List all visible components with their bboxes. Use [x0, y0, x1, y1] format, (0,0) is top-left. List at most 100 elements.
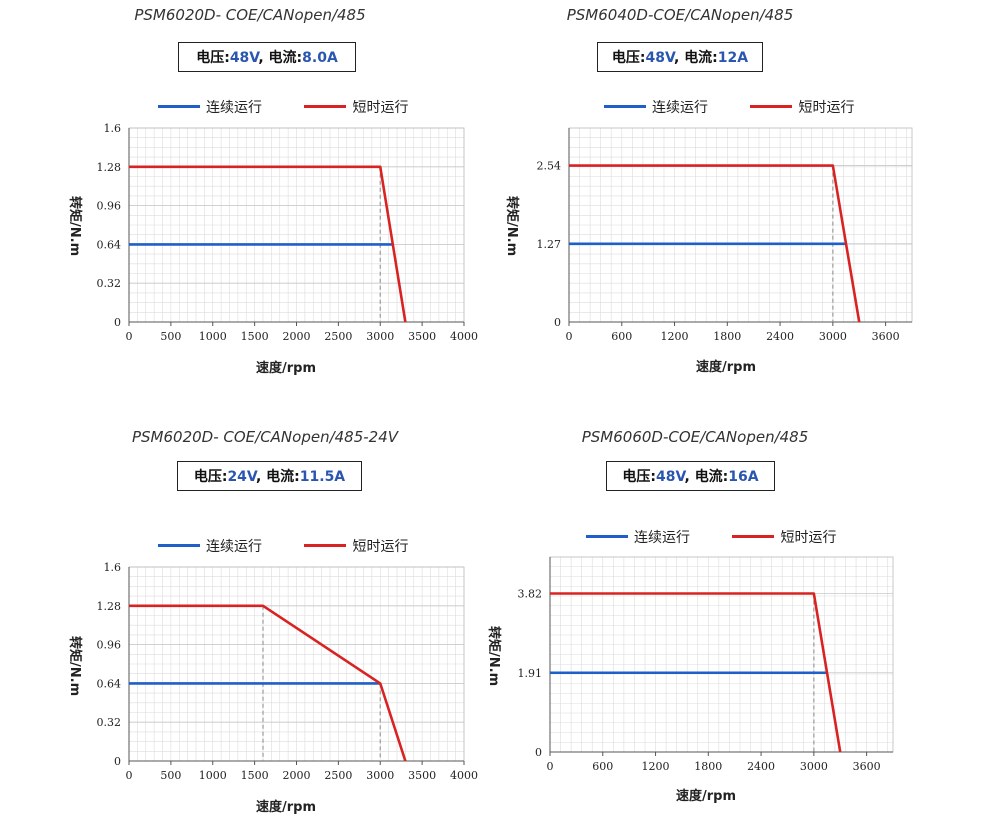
x-tick-label: 3500 — [408, 330, 436, 343]
current-value: 12A — [717, 50, 749, 66]
y-tick-label: 0.64 — [97, 238, 122, 251]
legend-label-short: 短时运行 — [780, 529, 837, 546]
legend-swatch-short — [750, 105, 793, 108]
x-tick-label: 2000 — [283, 769, 311, 782]
legend-item-continuous: 连续运行 — [158, 536, 262, 556]
spec-separator: , — [255, 469, 262, 485]
spec-box: 电压:24V, 电流:11.5A — [177, 461, 362, 491]
legend-label-continuous: 连续运行 — [652, 99, 708, 116]
x-axis-label: 速度/rpm — [256, 361, 317, 376]
legend-swatch-continuous — [604, 105, 646, 108]
chart-title: PSM6040D-COE/CANopen/485 — [566, 6, 794, 24]
x-tick-label: 4000 — [450, 769, 478, 782]
spec-separator: , — [673, 50, 680, 66]
current-label: 电流: — [684, 50, 718, 66]
x-tick-label: 1800 — [694, 760, 722, 773]
x-tick-label: 3600 — [872, 330, 900, 343]
x-axis-label: 速度/rpm — [256, 800, 317, 815]
y-tick-label: 0.96 — [97, 200, 122, 213]
legend-item-short: 短时运行 — [750, 97, 854, 117]
legend-label-short: 短时运行 — [352, 99, 409, 116]
legend-item-short: 短时运行 — [304, 536, 408, 556]
current-label: 电流: — [694, 469, 729, 485]
voltage-value: 24V — [227, 469, 256, 485]
legend-swatch-continuous — [158, 105, 200, 108]
x-tick-label: 1500 — [241, 769, 269, 782]
x-tick-label: 2000 — [283, 330, 311, 343]
x-tick-label: 2400 — [747, 760, 775, 773]
legend-label-short: 短时运行 — [798, 99, 855, 116]
y-tick-label: 3.82 — [518, 588, 543, 601]
current-label: 电流: — [268, 50, 303, 66]
y-tick-label: 1.6 — [104, 122, 122, 135]
legend-label-continuous: 连续运行 — [206, 99, 262, 116]
y-tick-label: 0.64 — [97, 677, 122, 690]
y-tick-label: 0 — [554, 316, 561, 329]
x-tick-label: 500 — [160, 330, 181, 343]
x-tick-label: 4000 — [450, 330, 478, 343]
y-tick-label: 1.6 — [104, 561, 122, 574]
x-tick-label: 2400 — [766, 330, 794, 343]
legend-label-continuous: 连续运行 — [206, 538, 262, 555]
x-tick-label: 1800 — [713, 330, 741, 343]
legend-item-short: 短时运行 — [304, 97, 408, 117]
legend-swatch-short — [304, 105, 347, 108]
x-tick-label: 3000 — [366, 769, 394, 782]
series-short-line — [550, 592, 842, 753]
voltage-label: 电压: — [622, 469, 656, 485]
legend: 连续运行 短时运行 — [586, 526, 874, 547]
chart-title: PSM6020D- COE/CANopen/485-24V — [131, 428, 399, 446]
y-tick-label: 0.32 — [97, 716, 122, 729]
x-tick-label: 3000 — [366, 330, 394, 343]
y-tick-label: 2.54 — [537, 160, 562, 173]
x-tick-label: 600 — [611, 330, 632, 343]
spec-box: 电压:48V, 电流:12A — [597, 42, 763, 72]
chart-title: PSM6060D-COE/CANopen/485 — [581, 428, 809, 446]
legend-swatch-short — [732, 535, 775, 538]
x-tick-label: 3600 — [853, 760, 881, 773]
spec-box: 电压:48V, 电流:16A — [606, 461, 775, 491]
legend-label-continuous: 连续运行 — [634, 529, 690, 546]
x-tick-label: 1500 — [241, 330, 269, 343]
x-tick-label: 1200 — [642, 760, 670, 773]
legend-swatch-continuous — [158, 544, 200, 547]
legend: 连续运行 短时运行 — [158, 535, 446, 556]
voltage-value: 48V — [229, 50, 259, 66]
voltage-label: 电压: — [196, 50, 230, 66]
current-label: 电流: — [266, 469, 300, 485]
x-tick-label: 0 — [547, 760, 554, 773]
x-tick-label: 600 — [592, 760, 613, 773]
x-tick-label: 1200 — [661, 330, 689, 343]
legend-swatch-continuous — [586, 535, 628, 538]
series-short-line — [569, 164, 861, 323]
legend-item-continuous: 连续运行 — [604, 97, 708, 117]
legend: 连续运行 短时运行 — [158, 96, 446, 117]
voltage-value: 48V — [655, 469, 685, 485]
legend-item-short: 短时运行 — [732, 527, 836, 547]
legend: 连续运行 短时运行 — [604, 96, 892, 117]
legend-item-continuous: 连续运行 — [586, 527, 690, 547]
x-tick-label: 2500 — [324, 330, 352, 343]
x-tick-label: 3000 — [800, 760, 828, 773]
x-tick-label: 3000 — [819, 330, 847, 343]
voltage-label: 电压: — [193, 469, 228, 485]
x-tick-label: 500 — [160, 769, 181, 782]
y-tick-label: 0.96 — [97, 639, 122, 652]
y-tick-label: 1.28 — [97, 161, 122, 174]
spec-separator: , — [684, 469, 690, 485]
y-tick-label: 1.91 — [518, 667, 543, 680]
x-axis-label: 速度/rpm — [696, 360, 757, 375]
series-short-line — [129, 604, 407, 762]
x-tick-label: 3500 — [408, 769, 436, 782]
legend-swatch-short — [304, 544, 347, 547]
y-tick-label: 1.28 — [97, 600, 122, 613]
voltage-value: 48V — [645, 50, 674, 66]
current-value: 11.5A — [299, 469, 346, 485]
voltage-label: 电压: — [611, 50, 646, 66]
x-tick-label: 2500 — [324, 769, 352, 782]
x-tick-label: 1000 — [199, 769, 227, 782]
